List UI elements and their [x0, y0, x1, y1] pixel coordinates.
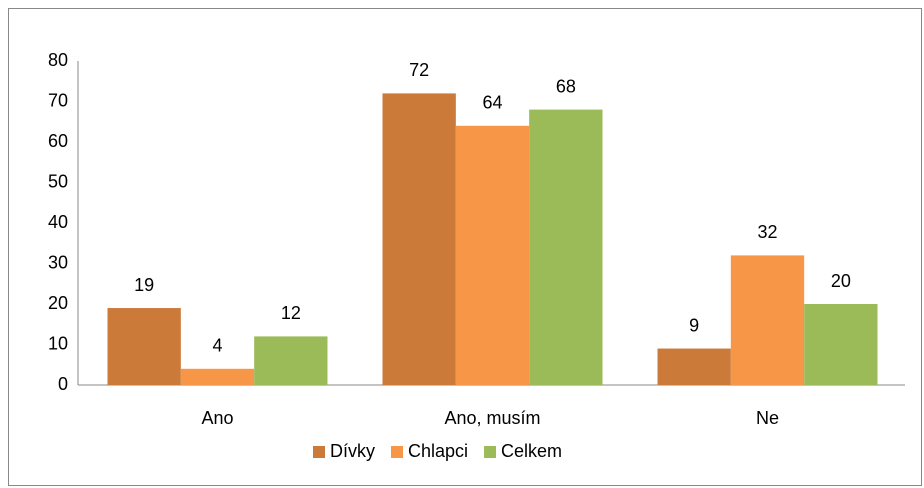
- data-label: 12: [281, 303, 301, 323]
- bar: [804, 304, 878, 385]
- x-tick-label: Ano: [201, 408, 233, 428]
- bar: [657, 348, 731, 385]
- y-tick-label: 60: [48, 131, 68, 151]
- y-tick-label: 50: [48, 171, 68, 191]
- x-tick-label: Ne: [756, 408, 779, 428]
- bar: [107, 308, 181, 385]
- y-tick-label: 30: [48, 252, 68, 272]
- y-tick-label: 40: [48, 212, 68, 232]
- legend-label: Chlapci: [408, 441, 468, 461]
- x-tick-label: Ano, musím: [444, 408, 540, 428]
- legend-swatch: [484, 446, 497, 458]
- bar: [180, 368, 255, 385]
- y-tick-label: 20: [48, 293, 68, 313]
- data-label: 32: [757, 222, 777, 242]
- data-label: 9: [689, 315, 699, 335]
- bar: [529, 109, 603, 385]
- data-label: 19: [134, 275, 154, 295]
- legend-label: Dívky: [330, 441, 375, 461]
- bar: [254, 336, 328, 385]
- data-label: 68: [556, 76, 576, 96]
- y-tick-label: 0: [58, 374, 68, 394]
- bar: [455, 125, 530, 386]
- data-label: 4: [212, 336, 222, 356]
- y-tick-label: 70: [48, 90, 68, 110]
- bar: [382, 93, 456, 386]
- bar: [730, 255, 805, 385]
- data-label: 72: [409, 60, 429, 80]
- legend-label: Celkem: [501, 441, 562, 461]
- data-label: 20: [831, 271, 851, 291]
- legend-swatch: [391, 446, 403, 458]
- y-tick-label: 10: [48, 333, 68, 353]
- data-label: 64: [482, 93, 502, 113]
- legend-swatch: [313, 446, 325, 458]
- y-tick-label: 80: [48, 50, 68, 70]
